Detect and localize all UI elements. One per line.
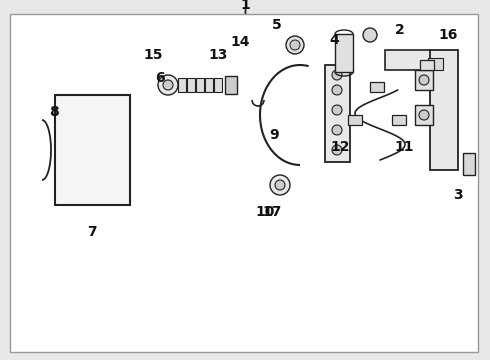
Text: 1: 1 — [240, 0, 250, 12]
Bar — [325, 65, 350, 162]
Bar — [225, 76, 237, 94]
Text: 8: 8 — [49, 105, 59, 119]
Polygon shape — [385, 50, 455, 75]
Bar — [205, 78, 213, 92]
Bar — [415, 70, 433, 90]
Circle shape — [286, 36, 304, 54]
Circle shape — [332, 85, 342, 95]
Text: 4: 4 — [329, 33, 339, 47]
Text: 17: 17 — [262, 205, 282, 219]
Circle shape — [270, 175, 290, 195]
Text: 7: 7 — [87, 225, 97, 239]
Bar — [430, 50, 458, 170]
Circle shape — [332, 125, 342, 135]
Circle shape — [158, 75, 178, 95]
Text: 16: 16 — [439, 28, 458, 42]
Text: 9: 9 — [269, 128, 279, 142]
Text: 14: 14 — [230, 35, 250, 49]
Text: 3: 3 — [453, 188, 463, 202]
Bar — [415, 105, 433, 125]
Bar — [428, 58, 443, 70]
Text: 11: 11 — [394, 140, 414, 154]
Bar — [420, 60, 434, 70]
Text: 10: 10 — [255, 205, 275, 219]
Circle shape — [332, 145, 342, 155]
Text: 5: 5 — [272, 18, 282, 32]
Circle shape — [290, 40, 300, 50]
Circle shape — [275, 180, 285, 190]
Circle shape — [363, 28, 377, 42]
Circle shape — [332, 70, 342, 80]
Bar — [187, 78, 195, 92]
Text: 13: 13 — [208, 48, 228, 62]
Text: 15: 15 — [143, 48, 163, 62]
Bar — [196, 78, 204, 92]
Bar — [370, 82, 384, 92]
Circle shape — [419, 75, 429, 85]
Bar — [392, 115, 406, 125]
Text: 6: 6 — [155, 71, 165, 85]
Circle shape — [419, 110, 429, 120]
Circle shape — [332, 105, 342, 115]
Text: 12: 12 — [330, 140, 350, 154]
Text: 2: 2 — [395, 23, 405, 37]
Bar — [348, 115, 362, 125]
Bar — [214, 78, 222, 92]
Bar — [335, 34, 353, 72]
Circle shape — [163, 80, 173, 90]
Bar — [55, 95, 130, 205]
Bar — [463, 153, 475, 175]
Bar — [178, 78, 186, 92]
